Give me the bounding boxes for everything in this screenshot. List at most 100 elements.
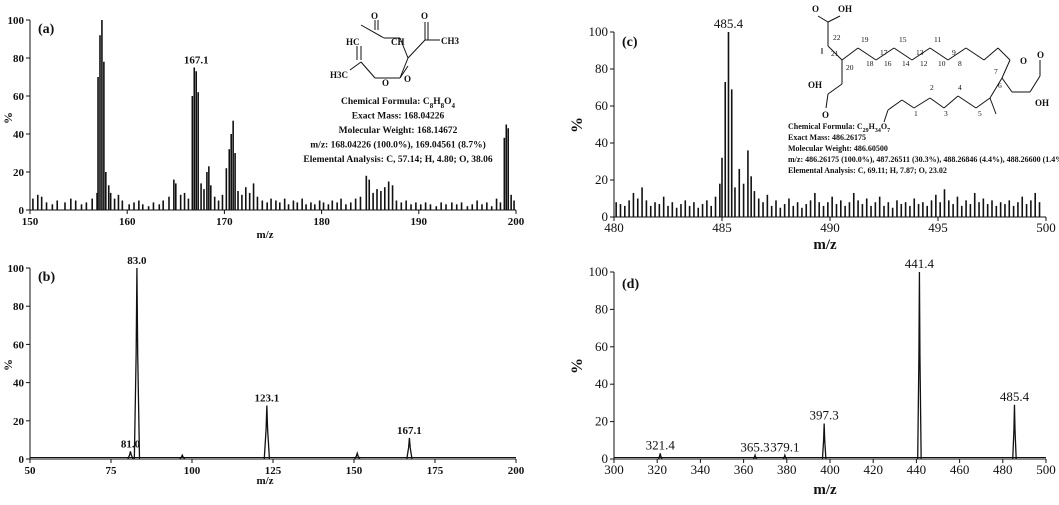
y-tick-label: 100 [8, 263, 25, 275]
x-tick-label: 500 [1036, 220, 1056, 235]
peak-label: 81.0 [121, 438, 141, 450]
x-tick-label: 50 [25, 465, 37, 477]
carbon-number: 21 [831, 49, 839, 58]
peak-label: 441.4 [905, 256, 935, 271]
y-tick-label: 0 [602, 209, 609, 224]
x-axis-label: m/z [256, 475, 273, 487]
x-tick-label: 190 [411, 216, 428, 228]
compound-info-line: Molecular Weight: 168.14672 [339, 126, 458, 136]
x-tick-label: 170 [216, 216, 233, 228]
x-tick-label: 420 [863, 462, 883, 477]
peak-label: 365.3 [740, 439, 769, 454]
y-tick-label: 20 [13, 167, 25, 179]
carbon-number: 4 [958, 83, 962, 92]
atom-label: O [421, 11, 428, 21]
panel-b: 0 20 40 60 80 100 50 75 100 125 150 175 200 m/z% (b) 81… [1, 255, 525, 487]
carbon-number: 18 [866, 59, 874, 68]
molecule-atoms-a: O O O O HC CH CH3 H3C [330, 11, 460, 88]
x-tick-label: 160 [119, 216, 136, 228]
atom-label: HC [346, 37, 360, 47]
x-tick-label: 200 [508, 216, 525, 228]
formula-text: O [444, 97, 451, 107]
peak-trace [752, 453, 758, 460]
molecule-atoms-c: OH O O OH O OH O [808, 4, 1049, 120]
x-tick-label: 460 [950, 462, 970, 477]
carbon-number: 16 [884, 59, 892, 68]
carbon-number: 6 [998, 81, 1002, 90]
y-tick-label: 20 [13, 416, 25, 428]
compound-info-line: Molecular Weight: 486.60500 [788, 144, 888, 153]
x-tick-label: 495 [928, 220, 948, 235]
peak-label: 167.1 [397, 425, 422, 437]
formula-text: Chemical Formula: C [341, 97, 430, 107]
x-tick-label: 500 [1036, 462, 1056, 477]
y-tick-label: 20 [595, 172, 608, 187]
atom-label: CH3 [441, 36, 460, 46]
atom-label: O [812, 4, 819, 14]
carbon-number: 7 [994, 67, 998, 76]
carbon-number: 11 [934, 35, 941, 44]
y-tick-label: 60 [595, 339, 608, 354]
carbon-number: 17 [880, 48, 888, 57]
atom-label: O [404, 74, 411, 84]
chemical-formula: Chemical Formula: C8H8O4 [341, 97, 455, 110]
x-tick-label: 200 [508, 465, 525, 477]
compound-info-line: Exact Mass: 168.04226 [352, 112, 445, 122]
atom-label: O [382, 78, 389, 88]
y-tick-label: 40 [595, 135, 608, 150]
x-tick-label: 440 [907, 462, 927, 477]
y-tick-label: 80 [595, 301, 608, 316]
y-tick-label: 20 [595, 414, 608, 429]
y-tick-label: 40 [13, 378, 25, 390]
x-tick-label: 300 [604, 462, 624, 477]
peak-label: 379.1 [770, 439, 799, 454]
x-tick-label: 480 [993, 462, 1013, 477]
y-tick-label: 40 [595, 376, 608, 391]
atom-label: H3C [330, 70, 348, 80]
carbon-number: 1 [914, 109, 918, 118]
compound-info-line: m/z: 486.26175 (100.0%), 487.26511 (30.3… [788, 155, 1059, 164]
panel-label: (b) [38, 270, 55, 285]
atom-label: O [371, 11, 378, 21]
peak-label: 167.1 [184, 55, 209, 67]
formula-subscript: 7 [887, 128, 890, 134]
panel-label: (d) [622, 277, 639, 292]
peak-trace [917, 271, 922, 460]
peak-label: 123.1 [254, 393, 279, 405]
y-tick-label: 60 [595, 98, 608, 113]
y-tick-label: 0 [19, 454, 25, 466]
x-axis-label: m/z [813, 482, 837, 498]
carbon-number: 20 [846, 63, 854, 72]
x-tick-label: 360 [734, 462, 754, 477]
peak-trace [821, 423, 827, 460]
peak-trace [133, 267, 141, 460]
x-axis-label: m/z [813, 237, 837, 253]
carbon-number: 5 [978, 109, 982, 118]
y-tick-label: 100 [589, 264, 609, 279]
y-axis-label: % [569, 358, 586, 374]
carbon-number: 22 [833, 33, 841, 42]
formula-subscript: 4 [451, 102, 455, 110]
y-tick-label: 60 [13, 339, 25, 351]
formula-text: O [881, 122, 887, 131]
carbon-number: 8 [958, 59, 962, 68]
x-tick-label: 480 [604, 220, 624, 235]
y-tick-label: 0 [602, 451, 609, 466]
y-tick-label: 80 [13, 301, 25, 313]
peak-label: 485.4 [1000, 389, 1030, 404]
atom-label: CH [391, 37, 405, 47]
molecule-structure-a [349, 20, 440, 79]
y-tick-label: 40 [13, 129, 25, 141]
y-tick-label: 0 [19, 205, 25, 217]
peak-label: 321.4 [646, 437, 676, 452]
x-axis-label: m/z [256, 229, 273, 241]
atom-label: O [1037, 50, 1044, 60]
peak-trace [354, 451, 361, 460]
carbon-number: 3 [944, 109, 948, 118]
panel-label: (c) [622, 35, 638, 50]
formula-subscript: 8 [441, 102, 445, 110]
